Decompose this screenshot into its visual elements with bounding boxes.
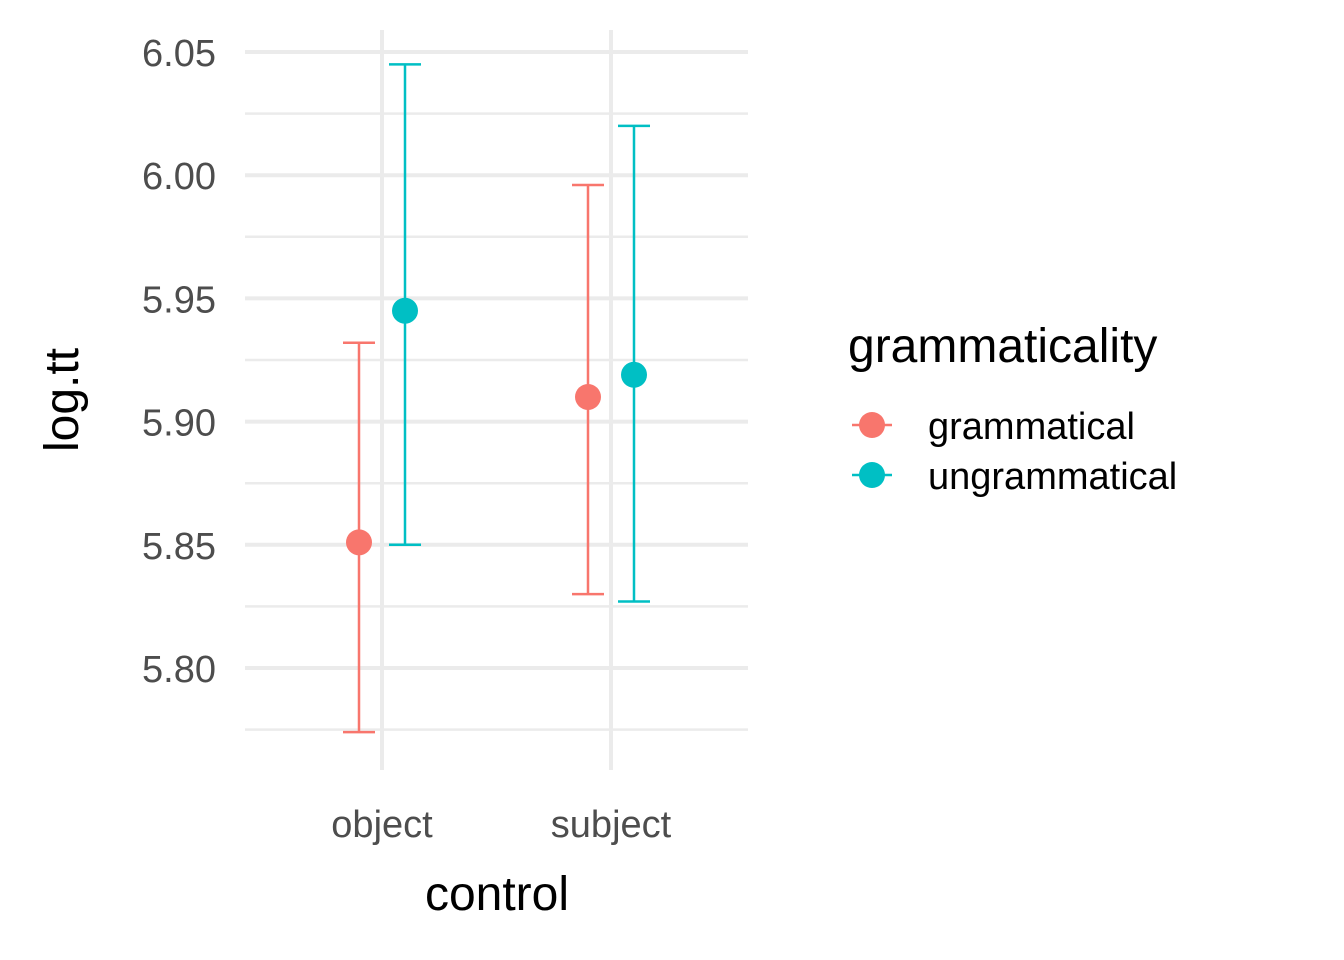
x-tick-label-object: object: [331, 804, 433, 846]
legend: grammaticality grammatical ungrammatical: [848, 320, 1177, 498]
point-grammatical-subject: [575, 383, 601, 410]
y-tick-label: 5.80: [142, 649, 216, 691]
point-grammatical-object: [346, 529, 372, 556]
legend-label-ungrammatical: ungrammatical: [928, 456, 1177, 498]
point-ungrammatical-subject: [621, 361, 647, 388]
legend-item-ungrammatical: ungrammatical: [852, 456, 1177, 498]
y-axis-ticks: 5.80 5.85 5.90 5.95 6.00 6.05: [142, 33, 216, 691]
legend-title: grammaticality: [848, 320, 1157, 373]
legend-item-grammatical: grammatical: [852, 406, 1135, 448]
legend-label-grammatical: grammatical: [928, 406, 1135, 448]
grid: [245, 30, 748, 770]
y-tick-label: 5.90: [142, 403, 216, 445]
x-axis-title: control: [425, 868, 569, 921]
y-tick-label: 5.95: [142, 279, 216, 321]
legend-items: grammatical ungrammatical: [852, 406, 1177, 498]
x-axis-ticks: object subject: [331, 804, 671, 846]
x-tick-label-subject: subject: [551, 804, 672, 846]
data-marks: [343, 63, 650, 734]
legend-key-point: [859, 462, 885, 488]
y-axis-title: log.tt: [36, 348, 89, 452]
y-tick-label: 5.85: [142, 526, 216, 568]
point-ungrammatical-object: [392, 297, 418, 324]
y-tick-label: 6.05: [142, 33, 216, 75]
legend-key-point: [859, 412, 885, 438]
y-tick-label: 6.00: [142, 156, 216, 198]
